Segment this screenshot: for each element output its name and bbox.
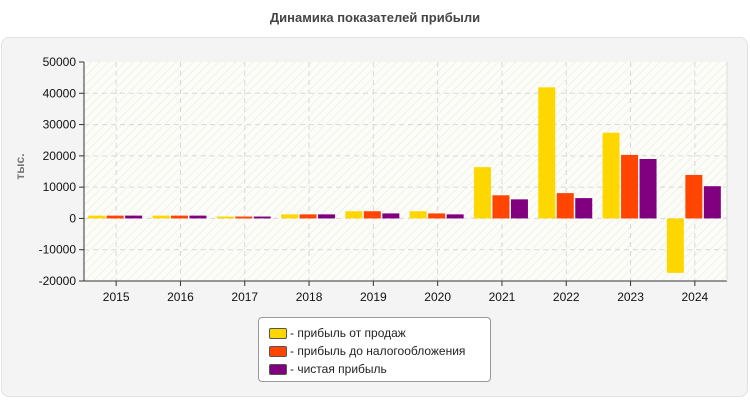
legend-swatch — [269, 363, 287, 375]
legend: - прибыль от продаж - прибыль до налогоо… — [258, 317, 491, 382]
x-tick-label: 2018 — [296, 290, 323, 304]
y-tick-label: 20000 — [43, 149, 77, 163]
legend-label: - прибыль от продаж — [290, 326, 406, 340]
chart-title: Динамика показателей прибыли — [269, 10, 481, 25]
bar-2022-1 — [538, 87, 556, 219]
bar-2022-3 — [575, 198, 593, 219]
x-tick-label: 2023 — [617, 290, 644, 304]
y-tick-label: 50000 — [43, 55, 77, 69]
bar-2021-1 — [473, 167, 491, 219]
bar-2023-2 — [621, 154, 639, 219]
bar-2019-1 — [345, 211, 363, 219]
bar-2018-1 — [281, 214, 299, 219]
legend-label: - прибыль до налогообложения — [290, 344, 466, 358]
bar-2024-2 — [685, 174, 703, 219]
bar-2023-1 — [602, 132, 620, 219]
bar-2015-2 — [106, 215, 124, 219]
y-tick-label: 10000 — [43, 180, 77, 194]
y-tick-label: -10000 — [39, 243, 77, 257]
legend-item-net-profit: - чистая прибыль — [269, 360, 480, 378]
bar-2020-2 — [428, 213, 446, 219]
legend-item-pretax-profit: - прибыль до налогообложения — [269, 342, 480, 360]
bar-2020-1 — [409, 211, 427, 219]
bar-2017-1 — [216, 216, 234, 219]
bar-2023-3 — [639, 158, 657, 219]
plot-area — [84, 62, 727, 281]
x-tick-label: 2022 — [553, 290, 580, 304]
y-tick-label: 40000 — [43, 86, 77, 100]
bar-2016-2 — [170, 215, 188, 219]
x-tick-label: 2016 — [167, 290, 194, 304]
bar-2016-1 — [152, 215, 170, 219]
bar-2017-3 — [253, 216, 271, 219]
x-tick-label: 2021 — [489, 290, 516, 304]
bar-2021-2 — [492, 195, 510, 219]
bar-2018-2 — [299, 214, 317, 219]
bar-2019-3 — [382, 213, 400, 219]
x-tick-label: 2019 — [360, 290, 387, 304]
y-tick-label: -20000 — [39, 274, 77, 288]
y-tick-label: 0 — [69, 211, 76, 225]
bar-2019-2 — [363, 211, 381, 219]
bar-2018-3 — [318, 214, 336, 219]
x-tick-label: 2017 — [231, 290, 258, 304]
y-tick-label: 30000 — [43, 118, 77, 132]
y-axis-label: тыс. — [13, 153, 27, 179]
x-tick-label: 2020 — [424, 290, 451, 304]
bar-2017-2 — [235, 216, 253, 219]
bar-2020-3 — [446, 214, 464, 219]
legend-label: - чистая прибыль — [290, 362, 387, 376]
bar-2024-1 — [666, 218, 684, 273]
bar-2016-3 — [189, 215, 207, 219]
x-tick-label: 2024 — [681, 290, 708, 304]
bar-2024-3 — [703, 186, 721, 219]
legend-item-sales-profit: - прибыль от продаж — [269, 324, 480, 342]
bar-2015-3 — [125, 215, 143, 219]
bar-2021-3 — [510, 199, 528, 219]
bar-2022-2 — [556, 193, 574, 219]
legend-swatch — [269, 327, 287, 339]
legend-swatch — [269, 345, 287, 357]
x-tick-label: 2015 — [103, 290, 130, 304]
bar-2015-1 — [88, 215, 106, 219]
